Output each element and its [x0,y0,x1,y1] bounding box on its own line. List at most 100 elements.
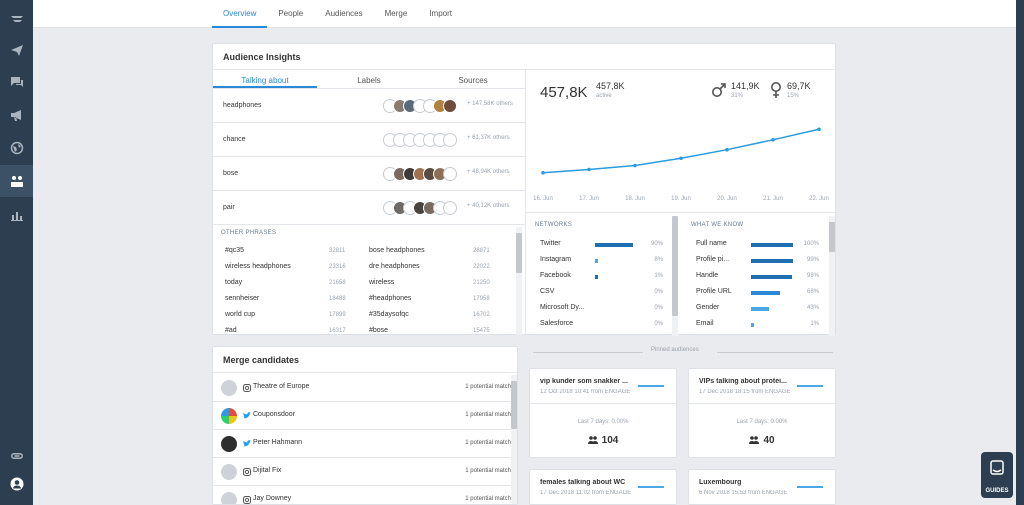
total-audience: 457,8K [540,84,588,101]
tab-import[interactable]: Import [429,9,452,18]
pinned-audience-title: females talking about WC [540,479,626,486]
trend-point[interactable] [817,127,821,132]
bar-fill [595,275,598,279]
bar-fill [751,307,769,311]
bar-pct: 0% [654,289,663,295]
female-icon [771,82,781,98]
phrase-label[interactable]: #headphones [369,295,412,302]
tab-merge[interactable]: Merge [384,9,408,18]
topic-row[interactable]: bose + 48,94K others [213,157,525,191]
trend-point[interactable] [771,138,775,142]
topic-label: bose [223,170,239,177]
tab-sources[interactable]: Sources [458,76,488,85]
phrase-label[interactable]: #qc35 [225,247,245,254]
x-tick-label: 17. Jun [579,196,599,202]
audience-trend-chart: 16. Jun 17. Jun 18. Jun 19. Jun 20. Jun 21. J… [533,127,829,202]
logo-icon[interactable] [0,4,33,36]
topic-label: pair [223,204,235,211]
bar-label: Email [696,320,714,327]
chat-icon[interactable] [0,66,33,98]
people-icon[interactable] [0,165,33,197]
insight-tabs: Talking about Labels Sources [213,73,525,89]
trend-line [542,128,820,174]
globe-icon[interactable] [0,132,33,164]
phrase-label[interactable]: dre headphones [369,263,420,270]
topic-row[interactable]: headphones + 147,58K others [213,89,525,123]
candidate-name: Jay Downey [253,495,292,502]
instagram-icon [243,496,251,504]
x-tick-label: 22. Jun [809,196,829,202]
phrase-label[interactable]: today [225,279,243,286]
merge-candidate-row[interactable]: Peter Hahmann 1 potential match [213,430,517,458]
tab-overview[interactable]: Overview [212,0,268,28]
phrase-count: 17958 [473,296,490,302]
avatar [221,380,237,396]
potential-match: 1 potential match [465,496,511,502]
phrase-label[interactable]: world cup [225,311,255,318]
topic-row[interactable]: pair + 40,12K others [213,191,525,225]
trend-point[interactable] [587,167,591,172]
merge-scrollbar[interactable] [511,375,517,504]
phrase-label[interactable]: #ad [225,327,237,334]
pinned-audience-title: vip kunder som snakker ... [540,378,628,385]
pinned-audience-sparkline [638,385,664,387]
pinned-audience-card[interactable]: vip kunder som snakker ... 12 Oct 2018 10… [529,368,677,458]
trend-point[interactable] [679,156,683,161]
candidate-name: Dijital Fix [253,467,282,474]
instagram-icon [243,384,251,392]
tab-labels[interactable]: Labels [357,76,381,85]
merge-candidate-row[interactable]: Dijital Fix 1 potential match [213,458,517,486]
trend-point[interactable] [633,163,637,168]
x-tick-label: 19. Jun [671,196,691,202]
phrases-scrollbar[interactable] [516,227,522,335]
guides-icon [990,460,1004,475]
bar-pct: 1% [654,273,663,279]
tab-talking-about[interactable]: Talking about [213,73,317,88]
user-avatar[interactable] [0,468,33,500]
phrase-count: 18488 [329,296,346,302]
trend-point[interactable] [541,171,545,175]
last-7-days: Last 7 days: 0.00% [577,419,629,425]
phrase-label[interactable]: bose headphones [369,247,425,254]
guides-button[interactable]: GUIDES [981,452,1013,498]
bar-pct: 100% [803,241,819,247]
phrase-label[interactable]: #35daysofqc [369,311,409,318]
other-phrases-label: OTHER PHRASES [221,230,277,236]
phrase-count: 15475 [473,328,490,334]
audience-count-value: 40 [763,435,775,446]
megaphone-icon[interactable] [0,99,33,131]
female-value: 69,7K [787,81,811,91]
pinned-audience-sparkline [797,385,823,387]
know-scrollbar[interactable] [829,216,835,336]
twitter-icon [243,412,251,420]
networks-scrollbar[interactable] [672,216,678,336]
analytics-icon[interactable] [0,199,33,231]
tab-audiences[interactable]: Audiences [325,9,363,18]
pinned-audience-date: 17 Dec 2018 18:15 from ENGAGE [699,389,791,395]
topic-row[interactable]: chance + 61,37K others [213,123,525,157]
bar-fill [751,275,792,279]
trend-point[interactable] [725,147,729,152]
link-icon[interactable] [0,440,33,472]
merge-candidate-row[interactable]: Theatre of Europe 1 potential match [213,374,517,402]
phrase-label[interactable]: wireless headphones [225,263,291,270]
phrase-label[interactable]: wireless [369,279,395,286]
bar-fill [751,259,793,263]
pinned-audience-card[interactable]: VIPs talking about protei... 17 Dec 2018 … [688,368,836,458]
merge-candidate-row[interactable]: Couponsdoor 1 potential match [213,402,517,430]
bar-pct: 0% [654,305,663,311]
bar-pct: 1% [810,321,819,327]
pinned-audience-date: 6 Nov 2018 15:53 from ENGAGE [699,490,788,496]
bar-fill [751,323,754,327]
merge-candidate-row[interactable]: Jay Downey 1 potential match [213,486,517,504]
audience-count: 104 [530,435,676,446]
phrase-label[interactable]: sennheiser [225,295,260,302]
pinned-audience-date: 12 Oct 2018 10:41 from ENGAGE [540,389,631,395]
phrase-count: 23316 [329,264,346,270]
send-icon[interactable] [0,34,33,66]
pinned-audience-card[interactable]: females talking about WC 17 Dec 2018 11:0… [529,469,677,505]
bar-label: Profile pi... [696,256,730,263]
pinned-audience-card[interactable]: Luxembourg 6 Nov 2018 15:53 from ENGAGE [688,469,836,505]
tab-people[interactable]: People [278,9,304,18]
phrase-label[interactable]: #bose [369,327,389,334]
